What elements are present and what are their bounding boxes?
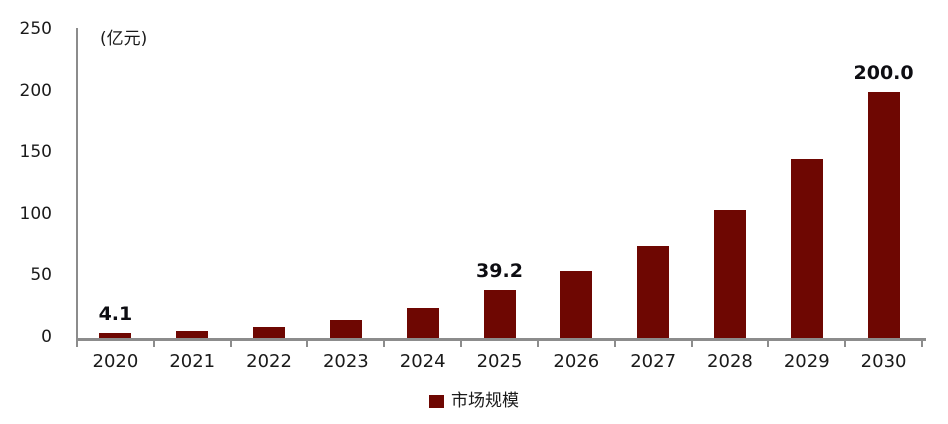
bar-2022 [253, 326, 286, 338]
x-axis-line [76, 338, 926, 341]
data-label-2030: 200.0 [853, 61, 914, 84]
legend: 市场规模 [0, 393, 948, 410]
y-tick-label-150: 150 [19, 142, 52, 163]
bar-2027 [637, 245, 670, 338]
x-tick-label-2020: 2020 [92, 351, 139, 372]
data-label-2020: 4.1 [98, 302, 133, 325]
x-tick-label-2026: 2026 [553, 351, 600, 372]
bar-2029 [790, 159, 823, 338]
x-tick-mark [229, 341, 232, 347]
x-tick-mark [536, 341, 539, 347]
bar-2030 [867, 91, 900, 338]
x-tick-label-2021: 2021 [169, 351, 216, 372]
x-tick-mark [306, 341, 309, 347]
x-tick-label-2029: 2029 [783, 351, 830, 372]
bar-2024 [406, 308, 439, 338]
data-label-2025: 39.2 [476, 259, 523, 282]
x-tick-label-2030: 2030 [860, 351, 907, 372]
x-tick-label-2025: 2025 [476, 351, 523, 372]
x-tick-mark [921, 341, 923, 347]
bar-2025 [483, 289, 516, 338]
y-tick-label-0: 0 [41, 327, 52, 347]
x-tick-label-2027: 2027 [630, 351, 677, 372]
y-axis-line [76, 28, 78, 340]
bar-2028 [713, 209, 746, 338]
x-tick-label-2024: 2024 [399, 351, 446, 372]
x-tick-label-2028: 2028 [707, 351, 753, 372]
legend-swatch-icon [429, 395, 444, 408]
x-tick-mark [152, 341, 155, 347]
x-tick-mark [76, 341, 78, 347]
x-tick-mark [613, 341, 616, 347]
bar-2020 [99, 332, 132, 338]
y-tick-label-250: 250 [19, 19, 52, 39]
x-tick-label-2022: 2022 [246, 351, 292, 372]
x-tick-mark [767, 341, 770, 347]
bar-2026 [560, 271, 593, 338]
y-tick-label-100: 100 [19, 203, 52, 224]
x-tick-mark [844, 341, 847, 347]
x-tick-label-2023: 2023 [322, 351, 369, 372]
y-axis-unit-label: (亿元) [100, 29, 148, 49]
bar-2021 [176, 330, 209, 338]
y-tick-label-50: 50 [30, 265, 52, 286]
x-tick-mark [383, 341, 386, 347]
legend-series-label: 市场规模 [451, 391, 519, 411]
y-tick-label-200: 200 [19, 80, 52, 101]
bar-2023 [329, 319, 362, 338]
x-tick-mark [460, 341, 463, 347]
x-tick-mark [690, 341, 693, 347]
